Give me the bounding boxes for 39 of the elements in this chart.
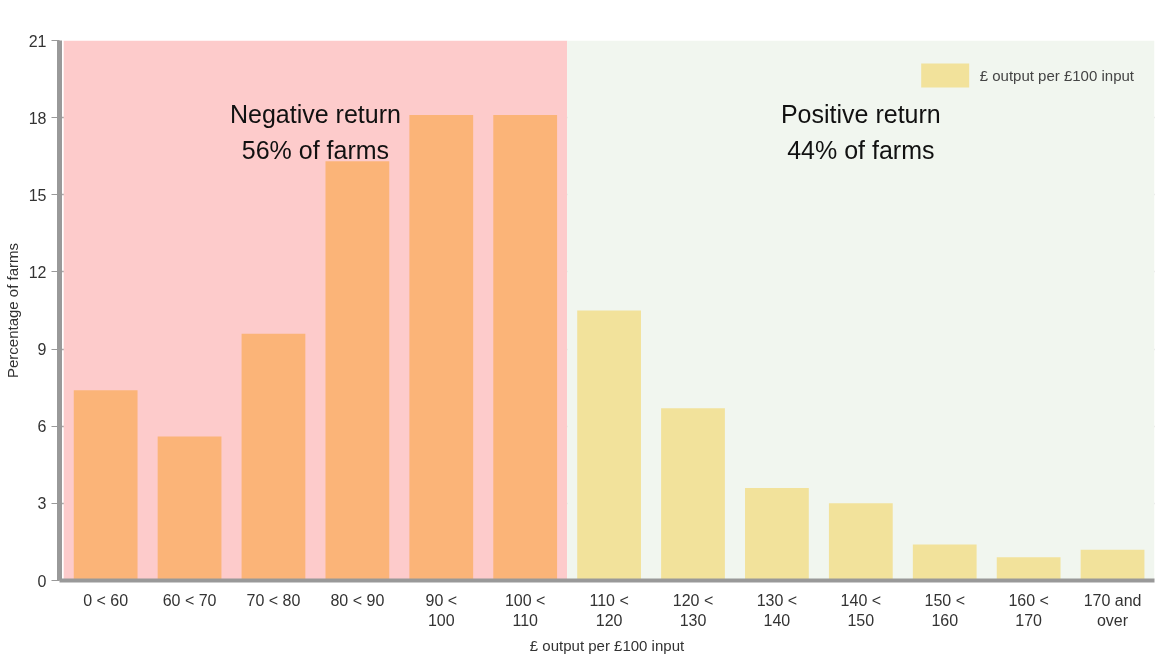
x-tick-label: 130 < 140 (756, 591, 798, 629)
band-label: Positive return 44% of farms (780, 100, 941, 165)
bar (828, 503, 893, 581)
x-tick-label: 70 < 80 (246, 591, 301, 609)
band-label: Negative return 56% of farms (229, 100, 401, 165)
x-tick-label: 110 < 120 (589, 591, 629, 629)
bar (661, 408, 725, 581)
y-tick-label: 9 (37, 341, 47, 359)
x-tick-label: 120 < 130 (672, 591, 714, 629)
x-tick-label: 140 < 150 (840, 591, 882, 629)
x-tick-label: 100 < 110 (504, 591, 546, 629)
x-axis-title: £ output per £100 input (529, 636, 685, 654)
x-tick-label: 170 and over (1083, 591, 1142, 629)
y-tick-label: 0 (37, 572, 47, 590)
x-tick-label: 80 < 90 (330, 591, 385, 609)
y-tick-label: 21 (28, 32, 47, 50)
y-tick-label: 18 (28, 109, 47, 127)
x-tick-label: 90 < 100 (425, 591, 458, 629)
x-tick-label: 160 < 170 (1008, 591, 1049, 629)
x-tick-label: 150 < 160 (924, 591, 965, 629)
x-tick-label: 0 < 60 (83, 591, 129, 609)
bar (577, 310, 641, 581)
bar (241, 333, 306, 581)
bar (73, 390, 138, 581)
x-tick-label: 60 < 70 (162, 591, 217, 609)
bar (1080, 549, 1145, 581)
bar (325, 161, 390, 581)
bar (996, 557, 1061, 581)
legend-label: £ output per £100 input (979, 66, 1134, 84)
bar (157, 436, 222, 581)
y-tick-label: 6 (37, 418, 47, 436)
y-tick-label: 3 (37, 495, 47, 513)
bar (745, 487, 809, 581)
bar (409, 115, 474, 581)
y-axis-title: Percentage of farms (3, 242, 21, 379)
y-tick-label: 15 (28, 186, 47, 204)
y-tick-label: 12 (28, 263, 47, 281)
bar (912, 544, 977, 581)
bar (493, 115, 558, 581)
